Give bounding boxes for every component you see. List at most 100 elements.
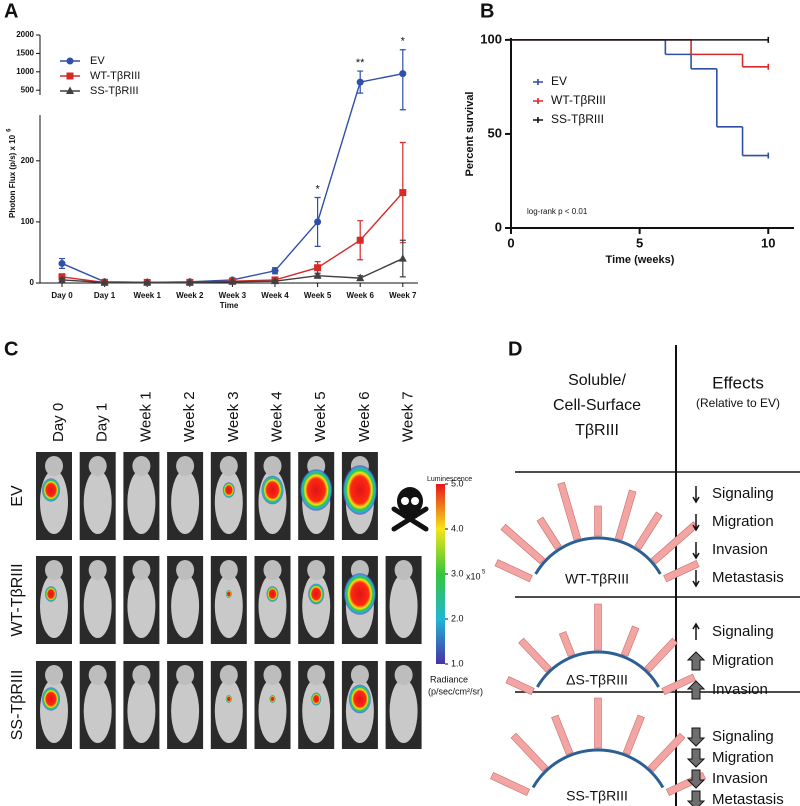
effect-text: Invasion	[712, 541, 768, 558]
effect-text: Migration	[712, 652, 774, 669]
header-text: Cell-Surface	[553, 397, 641, 414]
x-axis-label: Time	[220, 301, 239, 310]
receptor-spike	[650, 521, 699, 565]
mouse-head	[219, 560, 238, 580]
receptor-spike	[594, 505, 602, 537]
y-tick-label: 100	[480, 31, 502, 46]
receptor-spike	[594, 603, 602, 651]
mouse-head	[132, 560, 151, 580]
mouse-body	[214, 679, 243, 743]
column-label: Week 5	[312, 391, 329, 442]
colorbar-tick-label: 4.0	[451, 523, 464, 533]
panel-letter: A	[4, 0, 18, 22]
marker	[66, 57, 74, 65]
mouse-head	[219, 456, 238, 476]
mouse-head	[394, 560, 413, 580]
signal-blob	[222, 482, 235, 498]
legend-symbol	[533, 98, 543, 104]
signal-blob	[266, 586, 279, 602]
marker	[271, 276, 279, 285]
mouse-body	[83, 679, 112, 743]
receptor-spike	[634, 511, 663, 550]
x-tick-label: 10	[761, 235, 775, 250]
effect-text: Invasion	[712, 770, 768, 787]
colorbar-unit-title: Radiance	[430, 674, 468, 684]
mouse-head	[176, 665, 195, 685]
effect-arrow	[686, 790, 706, 806]
column-label: Week 4	[268, 391, 285, 442]
mouse-body	[83, 470, 112, 534]
series-line	[61, 192, 404, 284]
header-text: TβRIII	[575, 422, 619, 439]
marker	[100, 277, 109, 286]
marker	[356, 273, 365, 282]
mouse-body	[258, 679, 287, 743]
mouse-head	[88, 456, 107, 476]
mouse-head	[132, 456, 151, 476]
series-line	[61, 72, 403, 284]
colorbar	[436, 484, 445, 664]
marker	[313, 271, 322, 279]
marker	[314, 264, 322, 272]
mouse-head	[219, 665, 238, 685]
y-tick-label: 200	[21, 156, 35, 165]
effect-arrow	[686, 769, 706, 789]
y-tick-label: 0	[495, 219, 502, 234]
x-axis-label: Time (weeks)	[606, 254, 675, 266]
marker	[399, 189, 407, 197]
significance-mark: *	[315, 183, 320, 195]
mouse-body	[389, 679, 418, 743]
marker	[399, 70, 407, 78]
receptor-spike	[620, 625, 640, 657]
header-text: Soluble/	[568, 372, 626, 389]
receptor-spike	[594, 697, 602, 749]
y-tick-label: 1000	[16, 67, 34, 76]
column-label: Week 1	[137, 391, 154, 442]
mouse-body	[171, 470, 200, 534]
y-tick-label: 100	[21, 217, 35, 226]
x-tick-label: Day 1	[94, 291, 116, 300]
receptor-spike	[647, 732, 686, 772]
construct-label: SS-TβRIII	[566, 788, 628, 804]
x-tick-label: Day 0	[51, 291, 73, 300]
legend-symbol	[533, 117, 543, 123]
y-axis-label-exponent: 6	[7, 128, 13, 132]
y-tick-label: 50	[488, 125, 502, 140]
mouse-body	[40, 574, 68, 638]
panel-letter: B	[480, 0, 494, 22]
colorbar-tick-label: 2.0	[451, 613, 464, 623]
mouse-head	[307, 560, 326, 580]
colorbar-multiplier-exponent: 5	[482, 570, 486, 576]
marker	[185, 277, 194, 286]
mouse-body	[214, 470, 243, 534]
construct-label: ΔS-TβRIII	[566, 672, 628, 688]
effect-text: Metastasis	[712, 791, 784, 806]
legend-label: WT-TβRIII	[90, 70, 140, 82]
colorbar-title: Luminescence	[427, 476, 472, 483]
colorbar-unit: (p/sec/cm²/sr)	[428, 686, 483, 696]
effect-arrow	[686, 651, 706, 671]
mouse-head	[263, 560, 282, 580]
mouse-body	[214, 574, 243, 638]
y-axis-label: Photon Flux (p/s) x 10	[8, 134, 17, 218]
membrane-arc	[536, 650, 660, 688]
mouse-body	[127, 679, 156, 743]
membrane-arc	[531, 748, 665, 789]
row-label: WT-TβRIII	[9, 563, 26, 636]
signal-blob	[300, 469, 333, 511]
mouse-head	[176, 456, 195, 476]
receptor-spike	[490, 771, 531, 797]
significance-mark: **	[356, 57, 365, 69]
mouse-body	[83, 574, 112, 638]
colorbar-tick-label: 1.0	[451, 658, 464, 668]
effect-arrow	[692, 570, 700, 588]
x-tick-label: 5	[636, 235, 643, 250]
x-tick-label: Week 2	[176, 291, 204, 300]
marker	[58, 259, 66, 267]
header-text: Effects	[712, 373, 764, 392]
receptor-spike	[614, 489, 637, 541]
annotation: log-rank p < 0.01	[527, 207, 588, 216]
y-axis-label: Percent survival	[464, 92, 476, 177]
receptor-spike	[494, 559, 533, 583]
column-label: Week 6	[356, 391, 373, 442]
